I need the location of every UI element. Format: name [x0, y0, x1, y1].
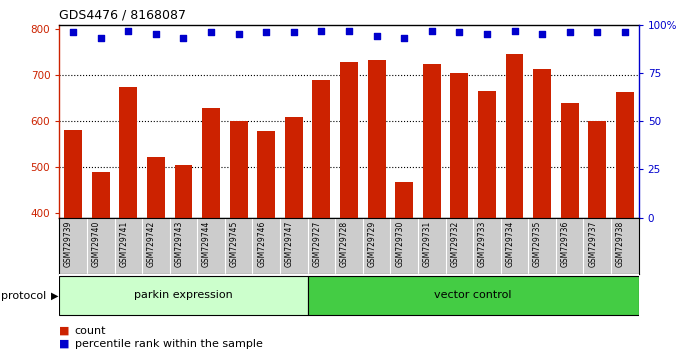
- Bar: [119, 87, 138, 218]
- Text: GSM729728: GSM729728: [340, 221, 349, 267]
- Bar: [560, 103, 579, 218]
- Bar: [230, 121, 248, 218]
- Text: GSM729735: GSM729735: [533, 221, 542, 267]
- Bar: [258, 131, 275, 218]
- Text: GSM729738: GSM729738: [616, 221, 625, 267]
- Point: [371, 34, 383, 39]
- Text: GSM729727: GSM729727: [313, 221, 321, 267]
- Text: GSM729747: GSM729747: [285, 221, 294, 267]
- Text: GSM729732: GSM729732: [450, 221, 459, 267]
- Text: GSM729731: GSM729731: [423, 221, 432, 267]
- Point: [482, 32, 493, 37]
- Text: GDS4476 / 8168087: GDS4476 / 8168087: [59, 9, 186, 22]
- Point: [343, 28, 355, 33]
- Text: count: count: [75, 326, 106, 336]
- Bar: [91, 172, 110, 218]
- Bar: [174, 165, 193, 218]
- Text: GSM729744: GSM729744: [202, 221, 211, 267]
- Bar: [588, 121, 607, 218]
- Text: GSM729730: GSM729730: [395, 221, 404, 267]
- Point: [260, 30, 272, 35]
- Text: GSM729739: GSM729739: [64, 221, 73, 267]
- Point: [399, 35, 410, 41]
- Point: [233, 32, 244, 37]
- Text: percentile rank within the sample: percentile rank within the sample: [75, 339, 262, 349]
- Text: GSM729734: GSM729734: [505, 221, 514, 267]
- Point: [537, 32, 548, 37]
- Bar: [616, 92, 634, 218]
- Text: parkin expression: parkin expression: [134, 290, 233, 300]
- Bar: [368, 60, 385, 218]
- Point: [509, 28, 520, 33]
- Text: GSM729745: GSM729745: [230, 221, 239, 267]
- Bar: [340, 62, 358, 218]
- Text: GSM729742: GSM729742: [147, 221, 156, 267]
- Point: [68, 30, 79, 35]
- Bar: [308, 276, 639, 315]
- Point: [95, 35, 106, 41]
- Point: [123, 28, 134, 33]
- Bar: [285, 117, 303, 218]
- Text: GSM729740: GSM729740: [91, 221, 101, 267]
- Point: [315, 28, 327, 33]
- Text: GSM729746: GSM729746: [258, 221, 266, 267]
- Point: [150, 32, 161, 37]
- Bar: [505, 54, 524, 218]
- Bar: [450, 74, 468, 218]
- Bar: [147, 157, 165, 218]
- Text: GSM729729: GSM729729: [368, 221, 377, 267]
- Point: [288, 30, 299, 35]
- Text: GSM729737: GSM729737: [588, 221, 597, 267]
- Bar: [395, 182, 413, 218]
- Bar: [59, 276, 308, 315]
- Text: GSM729736: GSM729736: [560, 221, 570, 267]
- Point: [205, 30, 216, 35]
- Text: GSM729733: GSM729733: [478, 221, 487, 267]
- Point: [619, 30, 630, 35]
- Bar: [64, 130, 82, 218]
- Text: protocol: protocol: [1, 291, 47, 301]
- Point: [426, 28, 438, 33]
- Bar: [533, 69, 551, 218]
- Point: [178, 35, 189, 41]
- Bar: [478, 91, 496, 218]
- Text: vector control: vector control: [434, 290, 512, 300]
- Bar: [313, 80, 330, 218]
- Text: GSM729743: GSM729743: [174, 221, 184, 267]
- Text: GSM729741: GSM729741: [119, 221, 128, 267]
- Point: [454, 30, 465, 35]
- Text: ■: ■: [59, 326, 73, 336]
- Point: [564, 30, 575, 35]
- Text: ■: ■: [59, 339, 73, 349]
- Text: ▶: ▶: [51, 291, 59, 301]
- Bar: [423, 64, 440, 218]
- Point: [592, 30, 603, 35]
- Bar: [202, 108, 220, 218]
